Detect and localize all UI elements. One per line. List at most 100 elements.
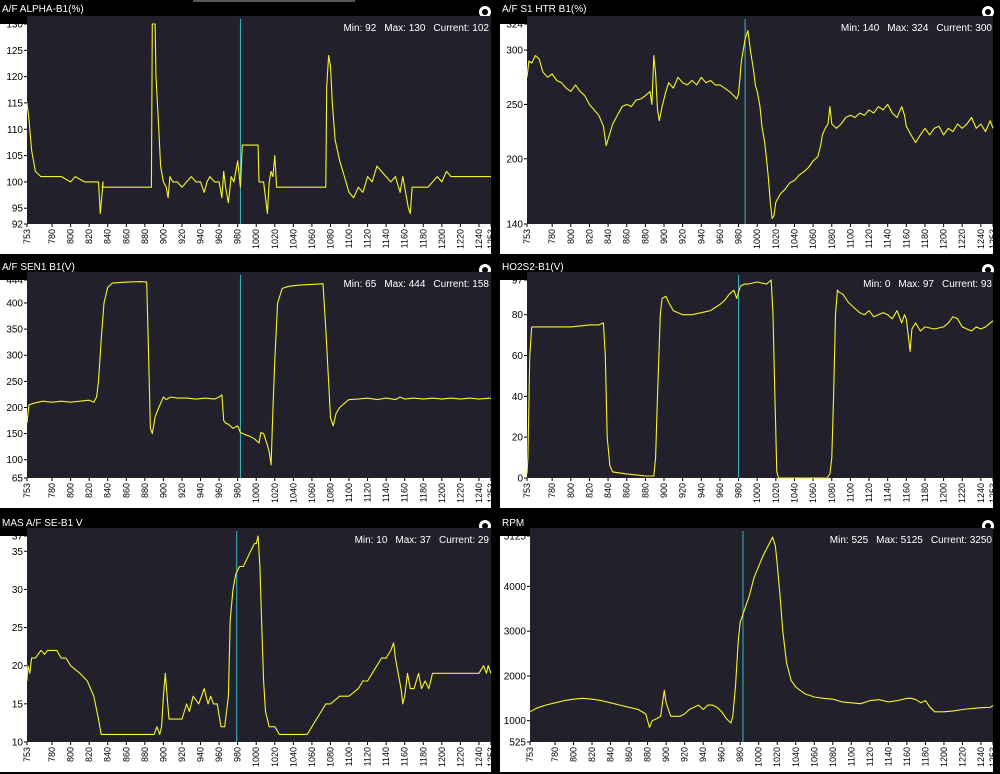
y-tick-label: 37 bbox=[12, 532, 24, 543]
x-tick-label: 753 bbox=[525, 747, 535, 762]
line-chart: 65 100 150 200 250 300 350 400 444 753 780 800 820 84… bbox=[0, 272, 496, 508]
stat-current: Current: 102 bbox=[433, 23, 489, 34]
x-tick-label: 1160 bbox=[400, 483, 410, 502]
y-tick-label: 20 bbox=[512, 433, 524, 444]
y-tick-label: 140 bbox=[506, 220, 523, 231]
x-tick-label: 860 bbox=[624, 747, 634, 762]
chart-options-icon[interactable] bbox=[982, 6, 994, 18]
x-axis-bg bbox=[500, 478, 993, 508]
x-tick-label: 1000 bbox=[752, 483, 762, 503]
x-tick-label: 900 bbox=[659, 483, 669, 498]
x-tick-label: 1040 bbox=[789, 229, 799, 249]
y-tick-label: 100 bbox=[6, 455, 23, 466]
chart-panel: A/F S1 HTR B1(%) 140 200 250 300 324 753 780 800… bbox=[500, 0, 1000, 258]
chart-stats: Min: 525 Max: 5125 Current: 3250 bbox=[822, 535, 992, 546]
x-tick-label: 840 bbox=[603, 483, 613, 498]
x-tick-label: 1020 bbox=[771, 483, 781, 503]
stat-max: Max: 130 bbox=[384, 23, 426, 34]
line-chart: 0 20 40 60 80 97 753 780 800 820 840 860 880 900 920 94… bbox=[500, 272, 998, 508]
x-tick-label: 1160 bbox=[901, 483, 911, 502]
x-tick-label: 940 bbox=[696, 229, 706, 244]
stat-max: Max: 5125 bbox=[876, 535, 923, 546]
x-tick-label: 880 bbox=[140, 483, 150, 498]
y-tick-label: 150 bbox=[6, 429, 23, 440]
chart-title: HO2S2-B1(V) bbox=[502, 262, 564, 273]
x-tick-label: 860 bbox=[622, 483, 632, 498]
x-tick-label: 1020 bbox=[270, 483, 280, 503]
x-tick-label: 1100 bbox=[846, 747, 856, 766]
y-tick-label: 95 bbox=[12, 204, 24, 215]
chart-options-icon[interactable] bbox=[479, 6, 491, 18]
y-axis-bg bbox=[500, 24, 527, 254]
x-axis-bg bbox=[0, 742, 491, 772]
x-tick-label: 1240 bbox=[976, 229, 986, 249]
chart-panel: A/F ALPHA-B1(%) 92 95 100 105 110 115 120 125 130… bbox=[0, 0, 497, 258]
x-tick-label: 920 bbox=[678, 229, 688, 244]
y-tick-label: 97 bbox=[512, 276, 524, 287]
x-tick-label: 1220 bbox=[957, 483, 967, 503]
x-tick-label: 1180 bbox=[418, 229, 428, 248]
x-tick-label: 1240 bbox=[474, 229, 484, 249]
y-axis-bg bbox=[0, 24, 27, 254]
x-tick-label: 1240 bbox=[976, 747, 986, 767]
y-tick-label: 400 bbox=[6, 298, 23, 309]
x-tick-label: 1120 bbox=[363, 229, 373, 248]
stat-min: Min: 65 bbox=[343, 279, 377, 290]
chart-title: A/F SEN1 B1(V) bbox=[2, 262, 75, 273]
y-tick-label: 15 bbox=[12, 699, 24, 710]
x-tick-label: 1000 bbox=[251, 747, 261, 767]
y-tick-label: 60 bbox=[512, 351, 524, 362]
stat-min: Min: 140 bbox=[840, 23, 880, 34]
x-tick-label: 980 bbox=[233, 229, 243, 244]
x-tick-label: 1200 bbox=[437, 747, 447, 767]
chart-stats: Min: 65 Max: 444 Current: 158 bbox=[335, 279, 489, 290]
x-tick-label: 1140 bbox=[883, 747, 893, 766]
x-tick-label: 1120 bbox=[864, 229, 874, 248]
x-tick-label: 960 bbox=[715, 229, 725, 244]
x-tick-label: 1140 bbox=[883, 483, 893, 502]
stat-max: Max: 444 bbox=[384, 279, 426, 290]
y-tick-label: 1000 bbox=[504, 716, 527, 727]
y-tick-label: 20 bbox=[12, 661, 24, 672]
x-tick-label: 1253 bbox=[486, 747, 496, 767]
chart-title: A/F ALPHA-B1(%) bbox=[2, 4, 84, 15]
y-tick-label: 110 bbox=[7, 125, 23, 136]
x-tick-label: 1200 bbox=[437, 229, 447, 249]
series-line bbox=[26, 23, 491, 215]
x-tick-label: 1020 bbox=[771, 229, 781, 249]
x-tick-label: 1000 bbox=[251, 229, 261, 249]
x-tick-label: 820 bbox=[84, 483, 94, 498]
x-tick-label: 1060 bbox=[809, 747, 819, 767]
x-tick-label: 1253 bbox=[988, 229, 998, 249]
y-tick-label: 2000 bbox=[504, 671, 527, 682]
stat-current: Current: 93 bbox=[941, 279, 992, 290]
x-tick-label: 900 bbox=[659, 229, 669, 244]
y-tick-label: 324 bbox=[506, 20, 523, 31]
chart-title: RPM bbox=[502, 518, 525, 529]
x-tick-label: 900 bbox=[158, 483, 168, 498]
plot-area bbox=[527, 272, 993, 478]
line-chart: 10 15 20 25 30 35 37 753 780 800 820 840 860 880 900 92… bbox=[0, 528, 496, 772]
y-tick-label: 200 bbox=[6, 403, 23, 414]
x-tick-label: 1120 bbox=[363, 483, 373, 502]
stat-min: Min: 92 bbox=[343, 23, 377, 34]
x-tick-label: 980 bbox=[734, 229, 744, 244]
x-tick-label: 880 bbox=[140, 229, 150, 244]
x-tick-label: 1220 bbox=[957, 747, 967, 767]
x-tick-label: 840 bbox=[606, 747, 616, 762]
y-tick-label: 92 bbox=[12, 220, 24, 231]
x-tick-label: 1160 bbox=[901, 229, 911, 248]
x-tick-label: 1020 bbox=[772, 747, 782, 767]
x-tick-label: 753 bbox=[522, 483, 532, 498]
x-tick-label: 920 bbox=[177, 483, 187, 498]
x-tick-label: 1140 bbox=[381, 483, 391, 502]
x-tick-label: 880 bbox=[643, 747, 653, 762]
y-tick-label: 40 bbox=[512, 392, 524, 403]
x-tick-label: 1160 bbox=[902, 747, 912, 766]
chart-panel: HO2S2-B1(V) 0 20 40 60 80 97 753 780 800 820 840 860… bbox=[500, 258, 1000, 514]
y-axis-bg bbox=[0, 280, 27, 508]
x-tick-label: 880 bbox=[140, 747, 150, 762]
x-tick-label: 1080 bbox=[827, 483, 837, 503]
x-tick-label: 753 bbox=[22, 747, 32, 762]
chart-panel: MAS A/F SE-B1 V 10 15 20 25 30 35 37 753 780 800 82… bbox=[0, 514, 497, 774]
